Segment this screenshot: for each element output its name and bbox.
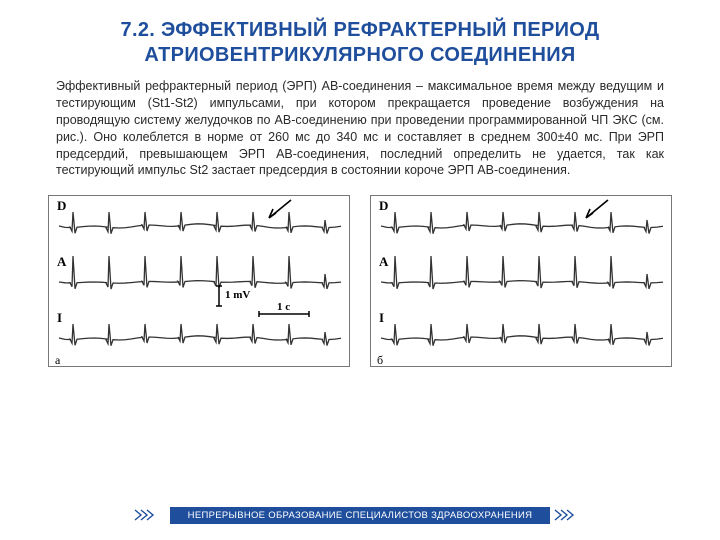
svg-text:A: A [57,254,67,269]
ecg-svg-left: D A Ia 1 mV 1 c [49,196,351,368]
page-title: 7.2. ЭФФЕКТИВНЫЙ РЕФРАКТЕРНЫЙ ПЕРИОД АТР… [0,0,720,78]
chevron-left-icon [130,506,170,524]
ecg-svg-right: D A Iб [371,196,673,368]
svg-text:A: A [379,254,389,269]
footer-label: НЕПРЕРЫВНОЕ ОБРАЗОВАНИЕ СПЕЦИАЛИСТОВ ЗДР… [170,507,551,524]
svg-text:D: D [57,198,66,213]
svg-text:I: I [379,310,384,325]
svg-text:a: a [55,353,61,367]
ecg-panel-left: D A Ia 1 mV 1 c [48,195,350,367]
chevron-right-icon [550,506,590,524]
svg-text:1 c: 1 c [277,301,290,313]
body-paragraph: Эффективный рефрактерный период (ЭРП) АВ… [0,78,720,189]
footer: НЕПРЕРЫВНОЕ ОБРАЗОВАНИЕ СПЕЦИАЛИСТОВ ЗДР… [0,506,720,524]
svg-text:б: б [377,353,383,367]
svg-text:I: I [57,310,62,325]
svg-text:1 mV: 1 mV [225,289,250,301]
ecg-panel-right: D A Iб [370,195,672,367]
figure-row: D A Ia 1 mV 1 c D A Iб [0,189,720,367]
svg-text:D: D [379,198,388,213]
